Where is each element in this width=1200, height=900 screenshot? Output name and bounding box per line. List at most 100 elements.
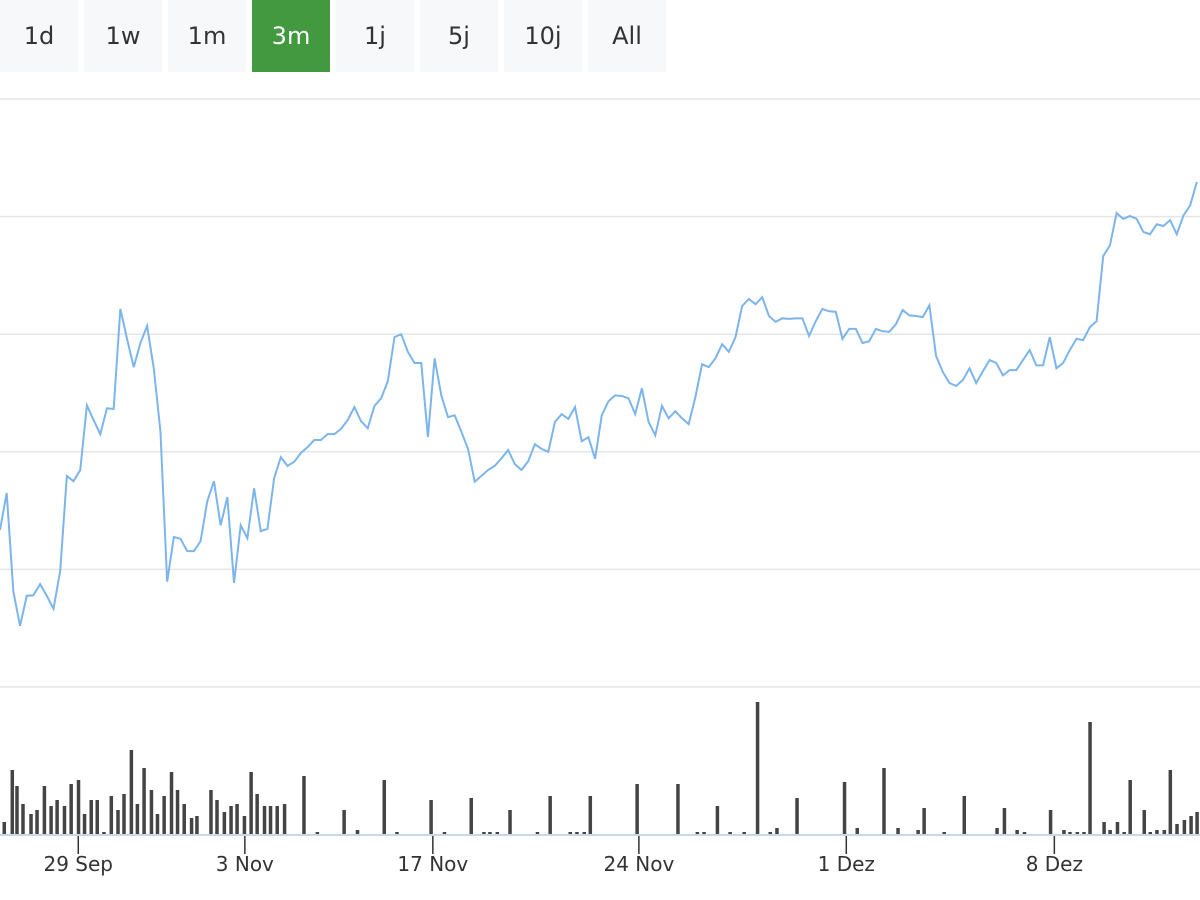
volume-bar [1082, 832, 1086, 834]
volume-bar [62, 806, 67, 834]
range-1d-button[interactable]: 1d [0, 0, 78, 72]
volume-bar [182, 804, 186, 834]
volume-bar [2, 822, 7, 834]
volume-bar [255, 794, 259, 834]
price-line [0, 181, 1198, 627]
volume-bar [442, 832, 447, 834]
volume-bar [882, 768, 886, 834]
volume-bar [1062, 830, 1066, 834]
volume-bar [1048, 810, 1053, 834]
volume-bar [742, 832, 746, 834]
x-tick-label: 8 Dez [1026, 852, 1083, 876]
volume-bar [15, 786, 19, 834]
volume-bar [1189, 816, 1193, 834]
volume-bar [395, 832, 399, 834]
volume-bar [469, 798, 473, 834]
range-selector: 1d 1w 1m 3m 1j 5j 10j All [0, 0, 666, 72]
volume-bar [768, 832, 773, 834]
volume-bar [635, 784, 639, 834]
volume-bar [1182, 820, 1187, 834]
grid-lines [0, 98, 1200, 688]
volume-bar [896, 828, 900, 834]
volume-bar [1162, 830, 1167, 834]
volume-bar [109, 796, 114, 834]
volume-bar [89, 800, 93, 834]
volume-bar [162, 796, 166, 834]
volume-bar [1002, 808, 1007, 834]
volume-bar [55, 800, 59, 834]
volume-bar [229, 806, 233, 834]
volume-bar [508, 810, 512, 834]
x-tick-label: 24 Nov [603, 852, 674, 876]
volume-bar [209, 790, 213, 834]
volume-bar [275, 806, 279, 834]
x-tick-label: 29 Sep [44, 852, 114, 876]
range-all-button[interactable]: All [588, 0, 666, 72]
volume-bar [282, 804, 287, 834]
volume-bar [95, 800, 100, 834]
volume-bar [129, 750, 134, 834]
volume-bar [102, 832, 106, 834]
volume-bar [702, 832, 706, 834]
volume-bar [10, 770, 15, 834]
volume-bar [1108, 830, 1112, 834]
volume-bar [962, 796, 967, 834]
volume-bar [222, 812, 227, 834]
volume-bar [548, 796, 552, 834]
volume-bar [1122, 832, 1126, 834]
volume-bar [315, 832, 320, 834]
volume-bar [922, 808, 926, 834]
volume-bar [122, 794, 126, 834]
range-3m-button[interactable]: 3m [252, 0, 330, 72]
volume-bar [142, 768, 146, 834]
volume-bars [2, 702, 1199, 834]
volume-bar [116, 810, 120, 834]
x-tick-label: 17 Nov [397, 852, 468, 876]
range-1m-button[interactable]: 1m [168, 0, 246, 72]
volume-bar [302, 776, 306, 834]
volume-bar [249, 772, 253, 834]
volume-bar [429, 800, 433, 834]
volume-bar [135, 804, 140, 834]
volume-bar [588, 796, 593, 834]
volume-bar [242, 816, 247, 834]
volume-bar [195, 816, 199, 834]
volume-bar [775, 828, 779, 834]
volume-bar [69, 784, 73, 834]
range-5j-button[interactable]: 5j [420, 0, 498, 72]
volume-bar [495, 832, 500, 834]
volume-bar [235, 804, 239, 834]
range-1w-button[interactable]: 1w [84, 0, 162, 72]
volume-bar [35, 810, 39, 834]
volume-bar [1015, 830, 1019, 834]
volume-bar [715, 806, 720, 834]
volume-bar [1088, 722, 1092, 834]
volume-bar [1022, 832, 1027, 834]
volume-bar [1175, 824, 1179, 834]
volume-bar [1115, 822, 1120, 834]
x-axis: 29 Sep 3 Nov 17 Nov 24 Nov 1 Dez 8 Dez [0, 834, 1200, 876]
volume-bar [695, 832, 700, 834]
volume-bar [1142, 810, 1146, 834]
volume-bar [29, 814, 33, 834]
range-10j-button[interactable]: 10j [504, 0, 582, 72]
volume-bar [49, 806, 53, 834]
volume-bar [189, 818, 194, 834]
volume-bar [149, 790, 154, 834]
volume-bar [795, 798, 799, 834]
volume-bar [755, 702, 760, 834]
x-tick-label: 1 Dez [818, 852, 875, 876]
volume-bar [942, 832, 946, 834]
volume-bar [482, 832, 486, 834]
range-1j-button[interactable]: 1j [336, 0, 414, 72]
volume-bar [995, 828, 999, 834]
volume-bar [1168, 770, 1173, 834]
volume-bar [1155, 830, 1159, 834]
volume-bar [155, 814, 160, 834]
volume-bar [355, 830, 360, 834]
volume-bar [1128, 780, 1132, 834]
volume-bar [582, 832, 587, 834]
volume-bar [535, 832, 540, 834]
volume-bar [676, 784, 680, 834]
